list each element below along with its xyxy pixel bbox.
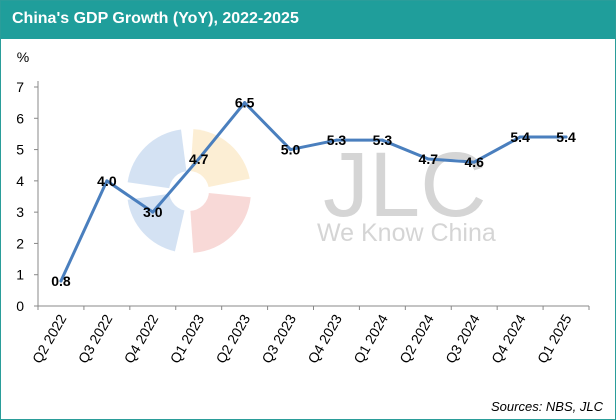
data-label: 4.7 [419, 151, 439, 167]
data-label: 4.0 [97, 173, 117, 189]
data-point [334, 138, 338, 142]
data-point [564, 135, 568, 139]
y-tick-label: 0 [16, 298, 24, 314]
x-tick-label: Q4 2022 [121, 311, 162, 366]
data-point [105, 179, 109, 183]
logo-wedge-red [189, 191, 251, 253]
x-tick-label: Q3 2022 [75, 311, 116, 366]
y-tick-label: 4 [16, 173, 24, 189]
y-tick-label: 2 [16, 235, 24, 251]
data-point [59, 279, 63, 283]
logo-wedge-yellow [189, 129, 250, 191]
data-labels: 0.8 4.0 3.0 4.7 6.5 5.0 5.3 5.3 4.7 4.6 5.4 5.4 [51, 95, 576, 289]
data-point [380, 138, 384, 142]
x-tick-label: Q2 2023 [213, 311, 254, 366]
source-note: Sources: NBS, JLC [491, 399, 603, 414]
chart-title: China's GDP Growth (YoY), 2022-2025 [12, 10, 299, 27]
data-point [472, 160, 476, 164]
x-tick-label: Q2 2024 [396, 311, 437, 366]
y-tick-label: 1 [16, 267, 24, 283]
y-tick-label: 7 [16, 79, 24, 95]
data-point [426, 157, 430, 161]
logo-wedge-blue [127, 129, 189, 191]
x-tick-label: Q3 2024 [442, 311, 483, 366]
y-tick-label: 6 [16, 110, 24, 126]
watermark-text: JLC [323, 134, 487, 236]
data-point [518, 135, 522, 139]
y-tick-label: 5 [16, 142, 24, 158]
data-point [289, 148, 293, 152]
y-tick-label: 3 [16, 204, 24, 220]
logo-center [169, 171, 209, 211]
y-axis-label: % [17, 49, 29, 65]
data-label: 5.0 [281, 142, 301, 158]
data-point [197, 157, 201, 161]
x-tick-label: Q2 2022 [29, 311, 70, 366]
series [59, 101, 568, 283]
series-line [59, 101, 568, 283]
chart-header: China's GDP Growth (YoY), 2022-2025 [1, 1, 615, 39]
data-label: 5.4 [556, 129, 576, 145]
data-label: 5.3 [327, 132, 347, 148]
data-point [243, 101, 247, 105]
x-tick-label: Q4 2024 [488, 311, 529, 366]
x-tick-label: Q1 2023 [167, 311, 208, 366]
data-point [151, 210, 155, 214]
x-tick-label: Q1 2024 [350, 311, 391, 366]
watermark-tagline: We Know China [317, 219, 496, 247]
data-label: 3.0 [143, 204, 163, 220]
x-tick-label: Q1 2025 [534, 311, 575, 366]
data-label: 5.4 [510, 129, 530, 145]
x-tick-label: Q4 2023 [304, 311, 345, 366]
data-label: 5.3 [373, 132, 393, 148]
data-label: 0.8 [51, 273, 71, 289]
data-label: 4.7 [189, 151, 209, 167]
data-label: 4.6 [464, 154, 484, 170]
x-tick-label: Q3 2023 [258, 311, 299, 366]
data-label: 6.5 [235, 95, 255, 111]
